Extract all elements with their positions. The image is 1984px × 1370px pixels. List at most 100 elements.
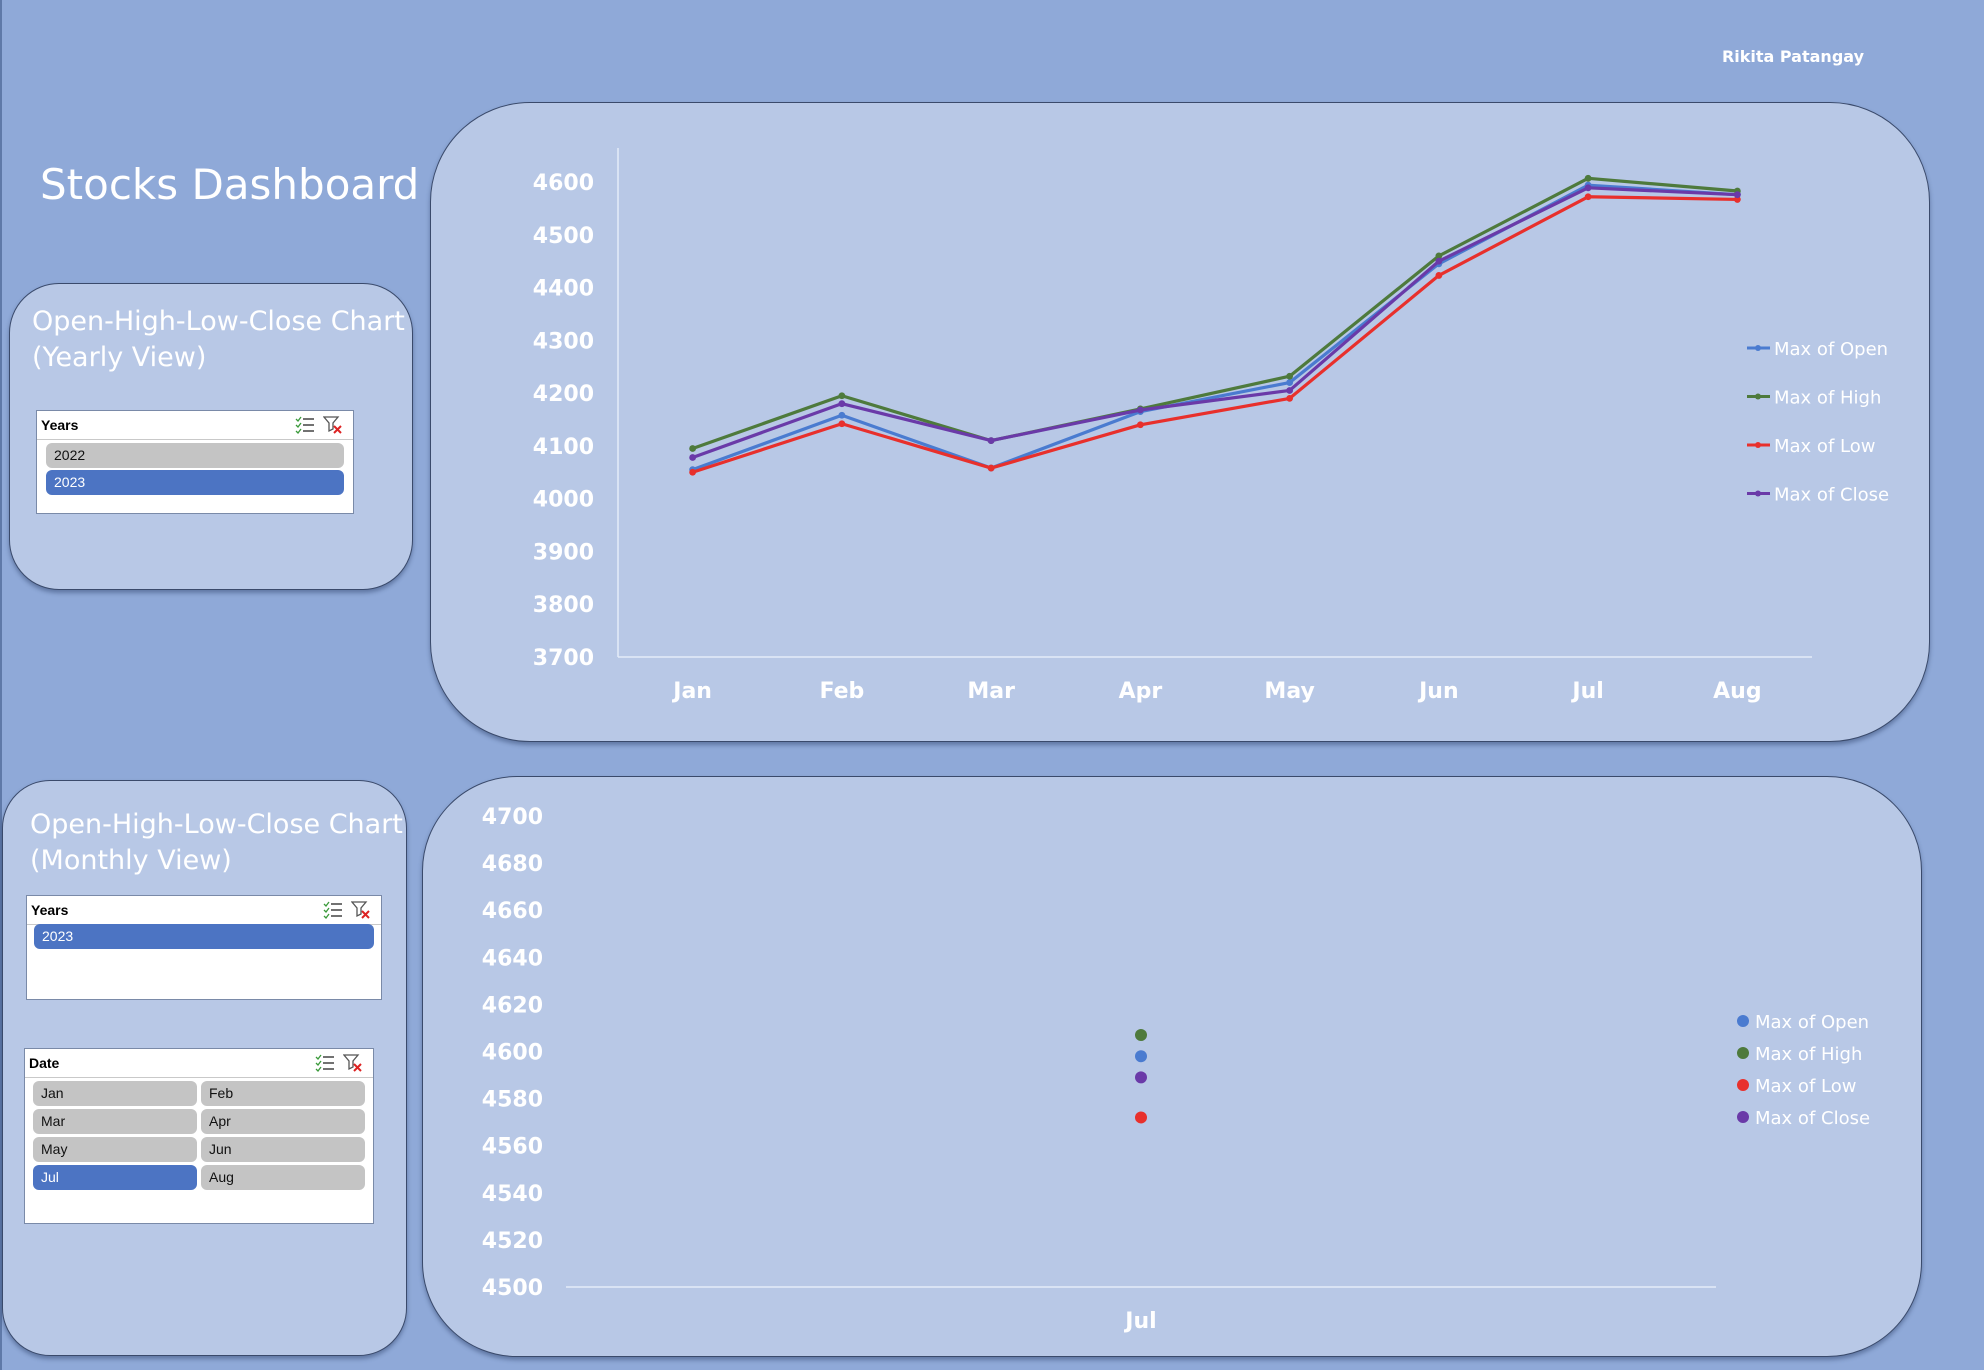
y-tick-label: 4640 [482, 946, 543, 971]
y-tick-label: 4660 [482, 899, 543, 924]
yearly-chart-panel [430, 102, 1930, 742]
data-point [987, 464, 995, 472]
data-point [838, 392, 846, 400]
legend-marker-dot [1755, 442, 1761, 448]
yearly-panel-title: Open-High-Low-Close Chart (Yearly View) [32, 304, 405, 376]
legend-label: Max of Close [1774, 485, 1889, 506]
multi-select-icon[interactable] [323, 901, 343, 919]
y-tick-label: 4560 [482, 1135, 543, 1160]
slicer-header: Date [25, 1049, 373, 1078]
data-point [1136, 421, 1144, 429]
legend-label: Max of Low [1774, 436, 1875, 457]
slicer-title: Years [41, 417, 79, 433]
monthly-panel-title-line2: (Monthly View) [30, 845, 232, 876]
data-point [1584, 193, 1592, 201]
clear-filter-icon[interactable] [350, 901, 371, 919]
y-tick-label: 4580 [482, 1088, 543, 1113]
slicer-item-jun[interactable]: Jun [201, 1137, 365, 1162]
monthly-date-slicer: Date Jan Feb Mar Apr May Jun Jul Aug [24, 1048, 374, 1224]
y-tick-label: 4600 [533, 171, 594, 196]
y-tick-label: 4300 [533, 329, 594, 354]
data-point [689, 468, 697, 476]
legend-marker [1737, 1047, 1749, 1059]
yearly-panel-title-line1: Open-High-Low-Close Chart [32, 306, 405, 337]
legend-marker-dot [1755, 490, 1761, 497]
yearly-line-chart: 3700 3800 3900 4000 4100 4200 4300 4400 4500 4600… [533, 148, 1889, 704]
slicer-title: Date [29, 1055, 60, 1071]
legend-marker [1737, 1111, 1749, 1123]
slicer-item-jul[interactable]: Jul [33, 1165, 197, 1190]
x-tick-label: Jul [1123, 1309, 1156, 1334]
legend-label: Max of High [1774, 388, 1881, 409]
x-tick-label: May [1264, 679, 1314, 704]
data-point [689, 454, 697, 461]
multi-select-icon[interactable] [295, 416, 315, 434]
x-tick-label: Jan [671, 679, 712, 704]
slicer-item-jan[interactable]: Jan [33, 1081, 197, 1106]
y-tick-label: 4000 [533, 488, 594, 513]
slicer-item-feb[interactable]: Feb [201, 1081, 365, 1106]
slicer-item-2022[interactable]: 2022 [46, 443, 344, 468]
yearly-panel-title-line2: (Yearly View) [32, 342, 207, 373]
legend-marker [1737, 1079, 1749, 1091]
data-point [1584, 184, 1592, 192]
data-point [1286, 394, 1294, 402]
multi-select-icon[interactable] [315, 1054, 335, 1072]
data-point [1136, 406, 1144, 414]
y-tick-label: 4540 [482, 1182, 543, 1207]
data-point [987, 437, 995, 445]
legend-marker [1737, 1015, 1749, 1027]
y-tick-label: 4500 [482, 1276, 543, 1301]
data-point [838, 411, 846, 419]
y-tick-label: 3900 [533, 540, 594, 565]
author-name: Rikita Patangay [1721, 47, 1864, 66]
series-line-max-of-close [692, 186, 1738, 460]
y-tick-label: 4620 [482, 993, 543, 1018]
data-point [1435, 257, 1443, 265]
slicer-item-mar[interactable]: Mar [33, 1109, 197, 1134]
y-tick-label: 4500 [533, 224, 594, 249]
legend-label: Max of Open [1755, 1012, 1869, 1033]
data-point [1435, 272, 1443, 279]
slicer-item-aug[interactable]: Aug [201, 1165, 365, 1190]
slicer-item-apr[interactable]: Apr [201, 1109, 365, 1134]
x-tick-label: Mar [967, 679, 1015, 704]
legend-label: Max of Low [1755, 1076, 1856, 1097]
y-tick-label: 4600 [482, 1041, 543, 1066]
monthly-panel-title: Open-High-Low-Close Chart (Monthly View) [30, 807, 403, 879]
y-tick-label: 4520 [482, 1229, 543, 1254]
monthly-years-slicer: Years 2023 [26, 895, 382, 1000]
series-line-max-of-low [692, 195, 1738, 474]
monthly-scatter-chart: 4500 4520 4540 4560 4580 4600 4620 4640 4660 4680… [482, 805, 1870, 1334]
x-tick-label: Jun [1417, 679, 1459, 704]
data-point [1435, 252, 1443, 260]
slicer-item-may[interactable]: May [33, 1137, 197, 1162]
y-tick-label: 4680 [482, 852, 543, 877]
clear-filter-icon[interactable] [342, 1054, 363, 1072]
x-tick-label: Feb [819, 679, 864, 704]
series-line-max-of-high [692, 176, 1738, 451]
legend-marker-dot [1755, 393, 1761, 400]
slicer-header: Years [37, 411, 353, 440]
monthly-panel-title-line1: Open-High-Low-Close Chart [30, 809, 403, 840]
legend-label: Max of High [1755, 1044, 1862, 1065]
x-tick-label: Apr [1119, 679, 1163, 704]
data-point [1733, 196, 1741, 203]
clear-filter-icon[interactable] [322, 416, 343, 434]
data-point-max-of-close [1135, 1071, 1147, 1084]
data-point [838, 420, 846, 428]
yearly-years-slicer: Years 2022 2023 [36, 410, 354, 514]
data-point [1584, 174, 1592, 182]
data-point [838, 400, 846, 408]
data-point [689, 445, 697, 452]
data-point [1286, 372, 1294, 380]
y-tick-label: 4400 [533, 277, 594, 302]
y-tick-label: 4100 [533, 435, 594, 460]
slicer-item-2023[interactable]: 2023 [46, 470, 344, 495]
slicer-item-2023[interactable]: 2023 [34, 924, 374, 949]
data-point [1286, 379, 1294, 386]
dashboard-title: Stocks Dashboard [40, 160, 420, 209]
monthly-chart-panel [422, 776, 1922, 1357]
data-point [1733, 191, 1741, 199]
